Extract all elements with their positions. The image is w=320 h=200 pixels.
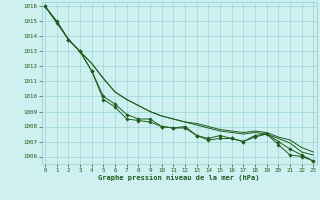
X-axis label: Graphe pression niveau de la mer (hPa): Graphe pression niveau de la mer (hPa) (99, 175, 260, 181)
